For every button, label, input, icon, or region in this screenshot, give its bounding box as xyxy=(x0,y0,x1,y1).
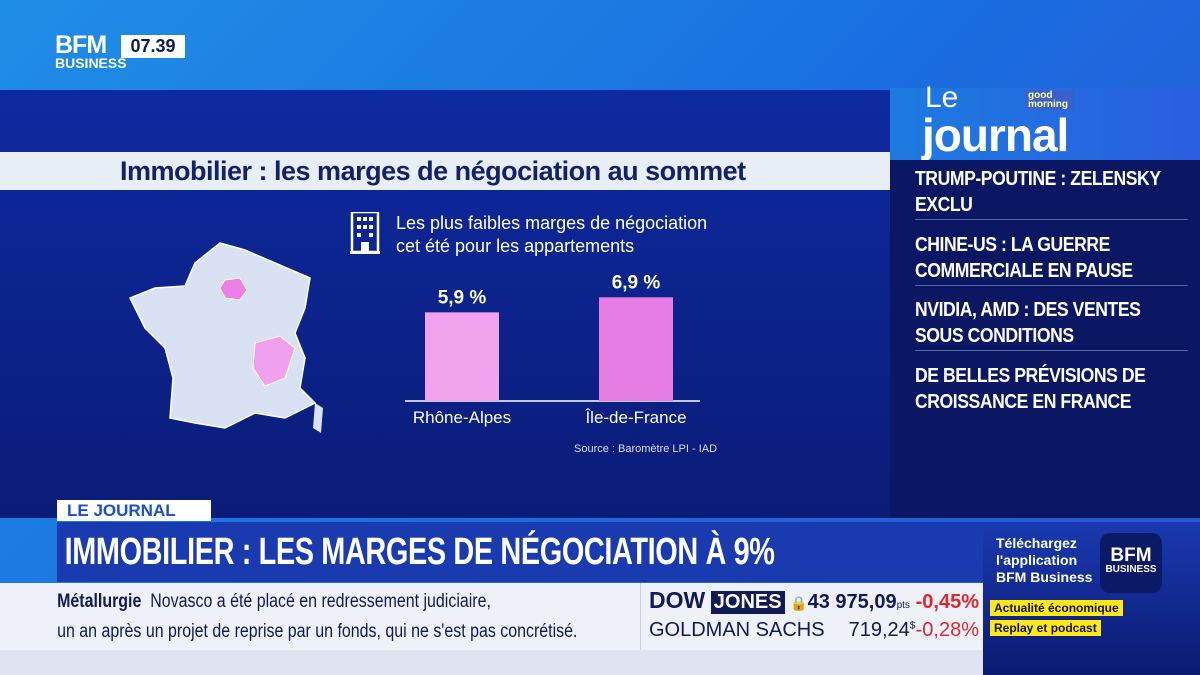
index-name: DOW xyxy=(649,587,706,613)
promo-text: Téléchargez l'application BFM Business xyxy=(996,535,1096,586)
headline-item: DE BELLES PRÉVISIONS DE CROISSANCE EN FR… xyxy=(915,365,1146,413)
stock-name: GOLDMAN SACHS xyxy=(649,619,825,641)
stock-row: GOLDMAN SACHS 719,24$ -0,28% xyxy=(649,619,979,642)
clock: 07.39 xyxy=(121,35,185,58)
promo-line: l'application xyxy=(996,552,1078,568)
category-label: Rhône-Alpes xyxy=(413,408,511,427)
subtitle-line-1: Les plus faibles marges de négociation xyxy=(396,213,708,233)
index-name-b: JONES xyxy=(710,591,785,614)
stock-row: DOW JONES 🔒 43 975,09 pts -0,45% xyxy=(649,587,979,614)
data-label: 5,9 % xyxy=(438,287,487,308)
graphic-subtitle: Les plus faibles marges de négociation ce… xyxy=(396,212,707,258)
show-tag: LE JOURNAL xyxy=(57,500,211,521)
headline-item: NVIDIA, AMD : DES VENTES SOUS CONDITIONS xyxy=(915,297,1188,351)
promo-line: Téléchargez xyxy=(996,535,1077,551)
main-headline: IMMOBILIER : LES MARGES DE NÉGOCIATION À… xyxy=(64,531,775,573)
bar-chart: 5,9 % Rhône-Alpes 6,9 % Île-de-France xyxy=(405,272,700,427)
ticker-line-1: Novasco a été placé en redressement judi… xyxy=(150,591,491,612)
app-promo xyxy=(983,522,1200,675)
stock-unit: pts xyxy=(896,600,910,611)
news-ticker: Métallurgie Novasco a été placé en redre… xyxy=(0,583,640,650)
stock-unit: $ xyxy=(909,620,916,632)
graphic-title: Immobilier : les marges de négociation a… xyxy=(0,152,890,190)
good-morning-badge: good morning xyxy=(1025,90,1075,110)
app-logo-bottom: BUSINESS xyxy=(1105,564,1157,575)
chart-source: Source : Baromètre LPI - IAD xyxy=(574,443,718,455)
promo-line: BFM Business xyxy=(996,569,1093,585)
bottom-strip xyxy=(0,650,983,675)
data-label: 6,9 % xyxy=(612,272,661,293)
stock-change: -0,45% xyxy=(915,591,979,613)
bar-0 xyxy=(425,312,499,401)
lock-icon: 🔒 xyxy=(790,595,808,611)
building-icon xyxy=(350,212,380,254)
category-label: Île-de-France xyxy=(584,408,686,427)
france-map xyxy=(128,242,323,433)
stock-value: 719,24 xyxy=(848,619,910,641)
logo-bottom: BUSINESS xyxy=(55,55,127,71)
show-title-journal: journal xyxy=(922,109,1069,161)
app-logo: BFM BUSINESS xyxy=(1100,533,1162,593)
ticker-topic: Métallurgie xyxy=(57,591,142,612)
headline-item: TRUMP-POUTINE : ZELENSKY EXCLU xyxy=(915,166,1188,220)
main-headline-band: IMMOBILIER : LES MARGES DE NÉGOCIATION À… xyxy=(57,522,983,582)
logo-top: BFM xyxy=(55,31,107,59)
show-title-le: Le xyxy=(925,81,959,114)
promo-tag: Actualité économique xyxy=(990,600,1123,616)
app-logo-top: BFM xyxy=(1110,545,1152,566)
stock-value: 43 975,09 xyxy=(807,591,897,613)
promo-tag: Replay et podcast xyxy=(990,620,1101,636)
bfm-business-logo: BFM BUSINESS xyxy=(55,31,127,71)
headline-item: CHINE-US : LA GUERRE COMMERCIALE EN PAUS… xyxy=(915,232,1188,286)
bar-1 xyxy=(599,297,673,401)
stock-ticker: DOW JONES 🔒 43 975,09 pts -0,45% GOLDMAN SA… xyxy=(640,583,983,650)
ticker-line-2: un an après un projet de reprise par un … xyxy=(57,621,578,642)
subtitle-line-2: cet été pour les appartements xyxy=(396,236,635,256)
stock-change: -0,28% xyxy=(915,619,979,641)
